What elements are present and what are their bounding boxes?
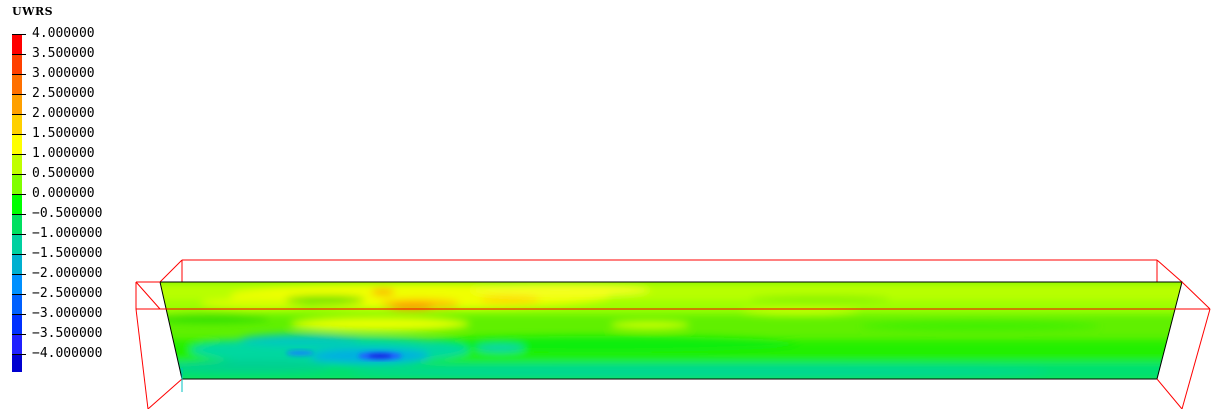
- legend-tick: [12, 34, 26, 35]
- legend-label: −1.000000: [32, 226, 103, 241]
- legend-label: −4.000000: [32, 346, 103, 361]
- legend-tick: [12, 74, 26, 75]
- legend-label: 3.500000: [32, 46, 95, 61]
- legend-label: 1.000000: [32, 146, 95, 161]
- legend-swatch: [12, 74, 22, 94]
- legend-swatch: [12, 34, 22, 54]
- legend-swatch: [12, 274, 22, 294]
- legend-swatch: [12, 154, 22, 174]
- legend-tick: [12, 194, 26, 195]
- legend-tick: [12, 274, 26, 275]
- legend-swatch: [12, 234, 22, 254]
- bounding-box-front: [135, 281, 1211, 409]
- legend-tick: [12, 134, 26, 135]
- legend-label: −3.500000: [32, 326, 103, 341]
- legend-label: −1.500000: [32, 246, 103, 261]
- legend-swatch: [12, 94, 22, 114]
- legend-swatch: [12, 354, 22, 372]
- legend-tick: [12, 94, 26, 95]
- legend-label: 4.000000: [32, 26, 95, 41]
- legend-tick: [12, 234, 26, 235]
- legend-tick: [12, 314, 26, 315]
- legend-label: 2.500000: [32, 86, 95, 101]
- legend-tick: [12, 174, 26, 175]
- legend-label: −0.500000: [32, 206, 103, 221]
- legend-swatch: [12, 174, 22, 194]
- legend-label: 1.500000: [32, 126, 95, 141]
- legend-label: −3.000000: [32, 306, 103, 321]
- legend-swatch: [12, 194, 22, 214]
- legend-tick: [12, 154, 26, 155]
- legend-title: UWRS: [12, 5, 54, 18]
- legend-swatch: [12, 114, 22, 134]
- legend-label: −2.000000: [32, 266, 103, 281]
- legend-tick: [12, 114, 26, 115]
- legend-swatch: [12, 214, 22, 234]
- contour-plane: [160, 282, 1182, 379]
- legend-tick: [12, 54, 26, 55]
- legend-swatch: [12, 54, 22, 74]
- legend-swatch: [12, 334, 22, 354]
- legend-swatch: [12, 294, 22, 314]
- legend-tick: [12, 254, 26, 255]
- legend-label: 3.000000: [32, 66, 95, 81]
- legend-label: −2.500000: [32, 286, 103, 301]
- legend-tick: [12, 294, 26, 295]
- legend-swatch: [12, 254, 22, 274]
- legend-tick: [12, 354, 26, 355]
- legend-tick: [12, 214, 26, 215]
- legend-tick: [12, 334, 26, 335]
- legend-label: 0.500000: [32, 166, 95, 181]
- legend-swatch: [12, 314, 22, 334]
- legend-swatch: [12, 134, 22, 154]
- legend-label: 2.000000: [32, 106, 95, 121]
- legend-label: 0.000000: [32, 186, 95, 201]
